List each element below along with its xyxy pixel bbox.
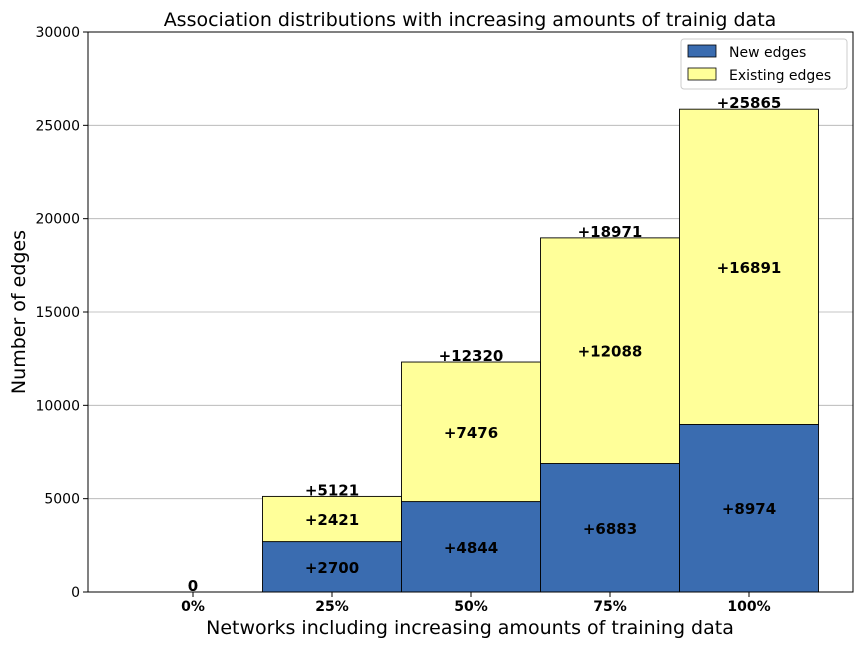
y-axis-ticks: 0 5000 10000 15000 20000 25000 30000 [35, 25, 88, 601]
x-tick-label: 100% [727, 599, 770, 615]
legend: New edges Existing edges [680, 38, 848, 90]
data-label-existing-edges: +12088 [578, 343, 643, 361]
data-label-new-edges: +6883 [583, 520, 637, 538]
data-labels: 0 +2700 +2421 +5121 +4844 +7476 +12320 +6883 +12… [188, 94, 782, 595]
x-tick-label: 25% [315, 599, 349, 615]
data-label-new-edges: +2700 [305, 559, 359, 577]
x-tick-label: 75% [593, 599, 627, 615]
bar-existing-edges [540, 237, 680, 464]
y-tick-label: 0 [71, 585, 80, 601]
bar-new-edges [262, 541, 402, 593]
legend-swatch-new-edges [687, 44, 717, 58]
y-tick-label: 30000 [35, 25, 80, 41]
y-tick-label: 5000 [44, 492, 80, 508]
data-label-new-edges: +8974 [722, 500, 776, 518]
bars [262, 108, 819, 593]
data-label-existing-edges: +2421 [305, 511, 359, 529]
bar-new-edges [679, 424, 819, 593]
bar-existing-edges [262, 495, 402, 543]
data-label-total: 0 [188, 577, 198, 595]
data-label-new-edges: +4844 [444, 539, 498, 557]
y-tick-label: 15000 [35, 305, 80, 321]
y-tick-label: 10000 [35, 398, 80, 414]
data-label-total: +25865 [717, 94, 782, 112]
x-axis-ticks: 0% 25% 50% 75% 100% [181, 592, 771, 615]
data-label-total: +12320 [439, 347, 504, 365]
data-label-existing-edges: +16891 [717, 259, 782, 277]
data-label-total: +5121 [305, 481, 359, 499]
chart-title: Association distributions with increasin… [164, 9, 777, 31]
legend-swatch-existing-edges [687, 67, 717, 81]
legend-box [680, 38, 848, 90]
x-tick-label: 0% [181, 599, 205, 615]
data-label-existing-edges: +7476 [444, 424, 498, 442]
bar-existing-edges [401, 361, 541, 503]
x-tick-label: 50% [454, 599, 488, 615]
y-tick-label: 20000 [35, 212, 80, 228]
y-tick-label: 25000 [35, 118, 80, 134]
legend-label-existing-edges: Existing edges [729, 68, 831, 84]
data-label-total: +18971 [578, 223, 643, 241]
x-axis-label: Networks including increasing amounts of… [206, 617, 734, 639]
legend-label-new-edges: New edges [729, 45, 806, 61]
y-axis-label: Number of edges [8, 230, 30, 394]
bar-existing-edges [679, 108, 819, 425]
